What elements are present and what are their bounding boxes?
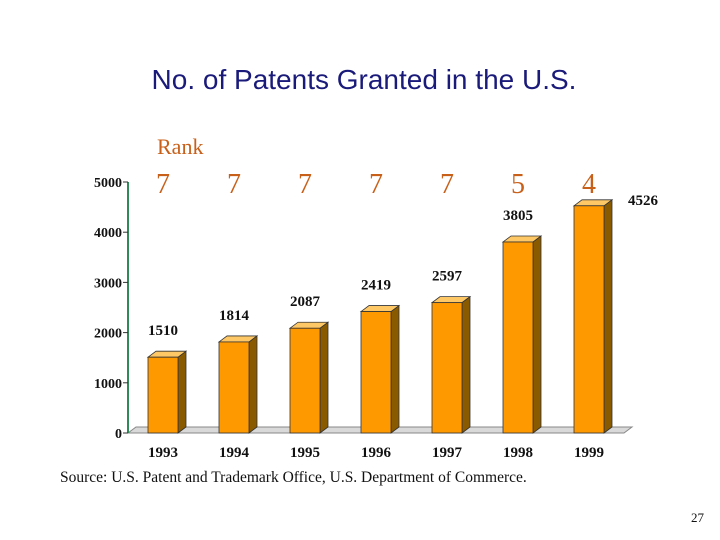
bar-value-label: 2419 xyxy=(361,278,391,294)
y-tick-label: 4000 xyxy=(94,226,122,241)
bar-side xyxy=(532,235,542,434)
bar-side xyxy=(248,335,258,434)
rank-value: 7 xyxy=(369,169,383,200)
bar xyxy=(573,205,605,434)
bar xyxy=(218,341,250,434)
bar-value-label: 1814 xyxy=(219,308,250,324)
source-note: Source: U.S. Patent and Trademark Office… xyxy=(60,469,527,486)
bar-value-label: 4526 xyxy=(628,193,659,209)
rank-label: Rank xyxy=(157,134,204,159)
page-number: 27 xyxy=(691,510,704,525)
bar-side xyxy=(461,295,471,434)
x-tick-label: 1996 xyxy=(361,445,392,461)
y-tick-label: 5000 xyxy=(94,176,122,191)
bar-side xyxy=(177,350,187,434)
bar-side xyxy=(603,198,613,434)
y-tick-label: 3000 xyxy=(94,276,122,291)
x-tick-label: 1995 xyxy=(290,445,320,461)
chart-title: No. of Patents Granted in the U.S. xyxy=(151,64,577,95)
rank-value: 4 xyxy=(582,169,596,200)
bar xyxy=(147,356,179,434)
bar-value-label: 3805 xyxy=(503,208,533,224)
rank-value: 5 xyxy=(511,169,525,200)
x-tick-label: 1997 xyxy=(432,445,463,461)
bar-value-label: 2087 xyxy=(290,294,321,310)
bar-value-label: 2597 xyxy=(432,269,463,285)
bar-value-label: 1510 xyxy=(148,323,178,339)
bar xyxy=(289,327,321,434)
y-tick-label: 2000 xyxy=(94,327,122,342)
x-tick-label: 1993 xyxy=(148,445,178,461)
bar xyxy=(502,241,534,434)
y-tick-label: 1000 xyxy=(94,377,122,392)
bar-side xyxy=(319,321,329,434)
x-tick-label: 1999 xyxy=(574,445,604,461)
rank-value: 7 xyxy=(227,169,241,200)
bar xyxy=(431,302,463,434)
bar xyxy=(360,311,392,434)
y-tick-label: 0 xyxy=(115,427,122,442)
rank-value: 7 xyxy=(298,169,312,200)
x-tick-label: 1998 xyxy=(503,445,533,461)
rank-value: 7 xyxy=(440,169,454,200)
bar-side xyxy=(390,304,400,434)
rank-value: 7 xyxy=(156,169,170,200)
x-tick-label: 1994 xyxy=(219,445,250,461)
